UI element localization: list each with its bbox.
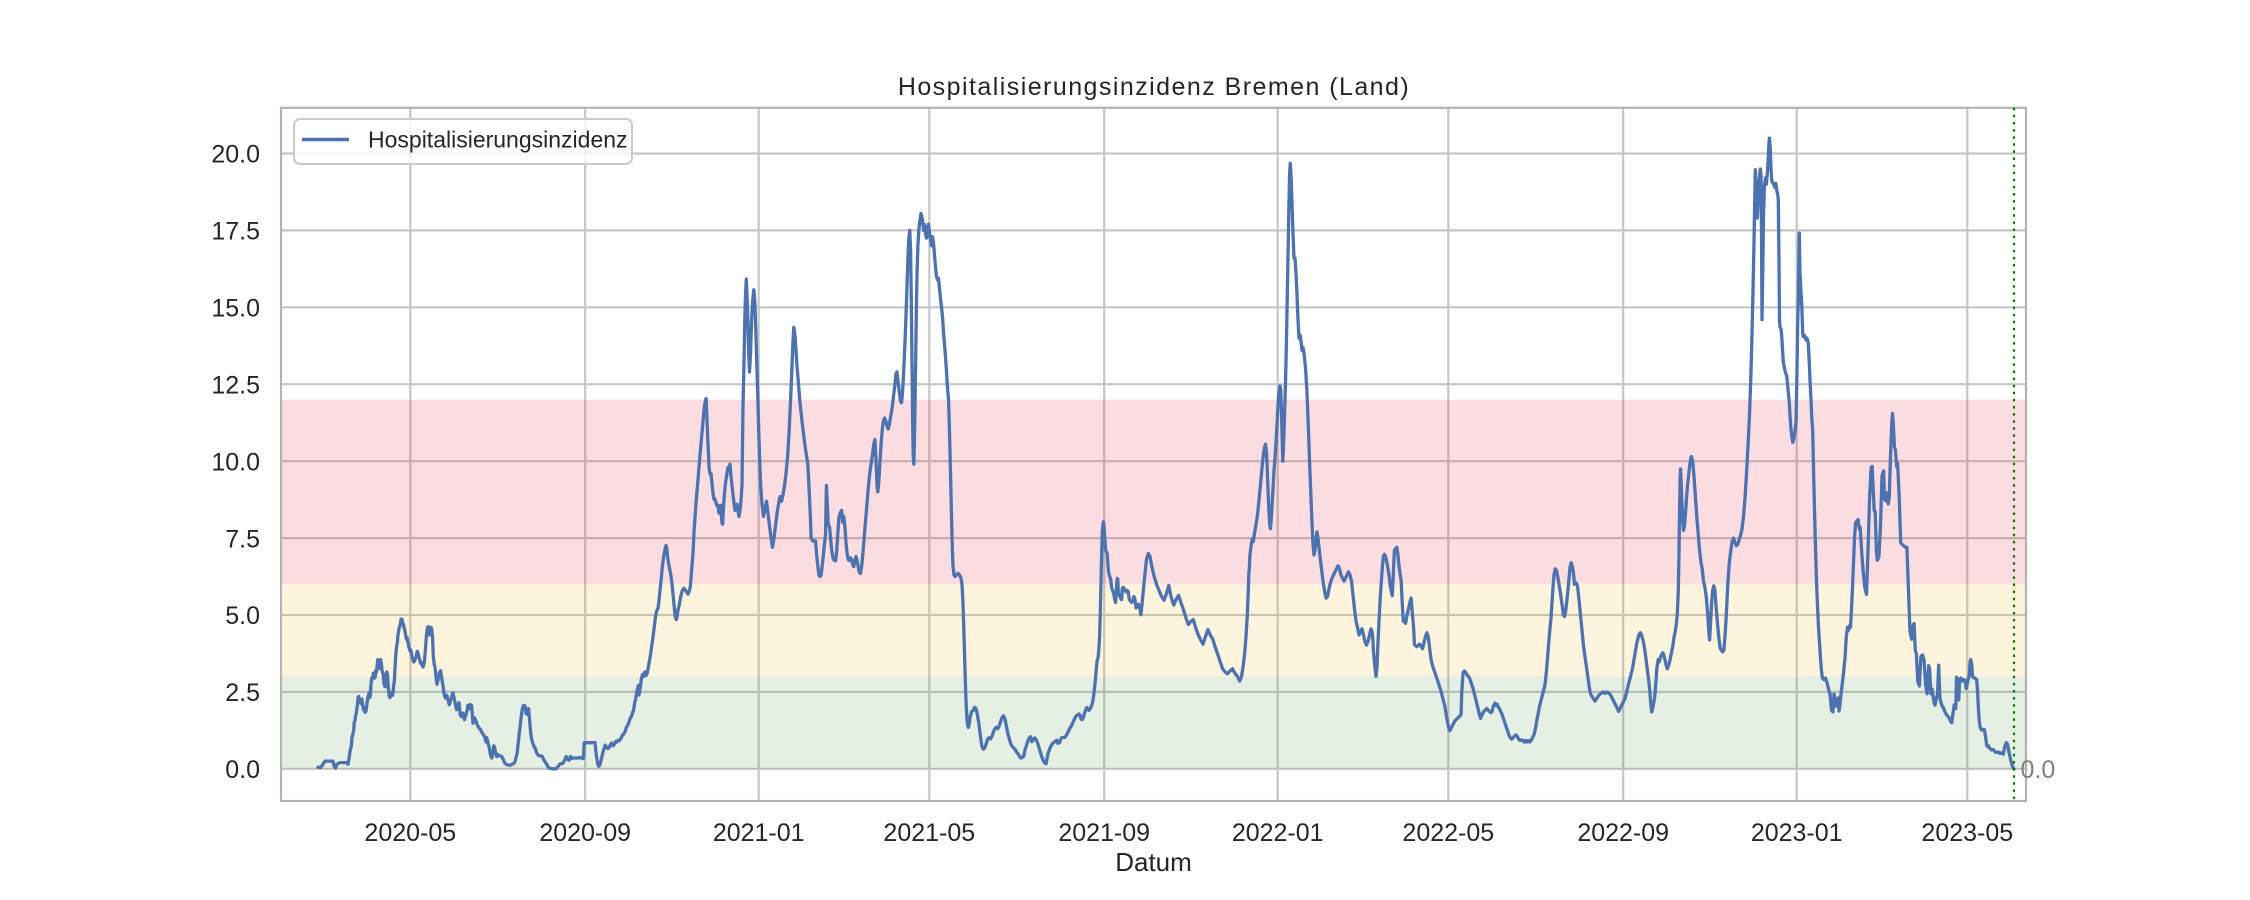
svg-text:2021-09: 2021-09 <box>1058 819 1150 847</box>
svg-text:5.0: 5.0 <box>225 602 260 630</box>
svg-text:7.5: 7.5 <box>225 525 260 553</box>
svg-text:2020-09: 2020-09 <box>539 819 631 847</box>
svg-text:Datum: Datum <box>1115 847 1192 877</box>
svg-text:10.0: 10.0 <box>211 448 260 476</box>
svg-text:12.5: 12.5 <box>211 371 260 399</box>
svg-text:2021-05: 2021-05 <box>883 819 975 847</box>
svg-text:Hospitalisierungsinzidenz: Hospitalisierungsinzidenz <box>368 126 628 152</box>
svg-text:2023-05: 2023-05 <box>1921 819 2013 847</box>
svg-text:2020-05: 2020-05 <box>364 819 456 847</box>
svg-text:2021-01: 2021-01 <box>713 819 805 847</box>
svg-text:2022-01: 2022-01 <box>1232 819 1324 847</box>
svg-text:2022-09: 2022-09 <box>1577 819 1669 847</box>
svg-text:0.0: 0.0 <box>225 756 260 784</box>
svg-text:20.0: 20.0 <box>211 141 260 169</box>
svg-text:2.5: 2.5 <box>225 679 260 707</box>
svg-text:15.0: 15.0 <box>211 295 260 323</box>
svg-text:17.5: 17.5 <box>211 218 260 246</box>
svg-text:2023-01: 2023-01 <box>1751 819 1843 847</box>
svg-text:0.0: 0.0 <box>2021 756 2056 784</box>
svg-text:2022-05: 2022-05 <box>1402 819 1494 847</box>
svg-text:Hospitalisierungsinzidenz Brem: Hospitalisierungsinzidenz Bremen (Land) <box>898 73 1410 101</box>
